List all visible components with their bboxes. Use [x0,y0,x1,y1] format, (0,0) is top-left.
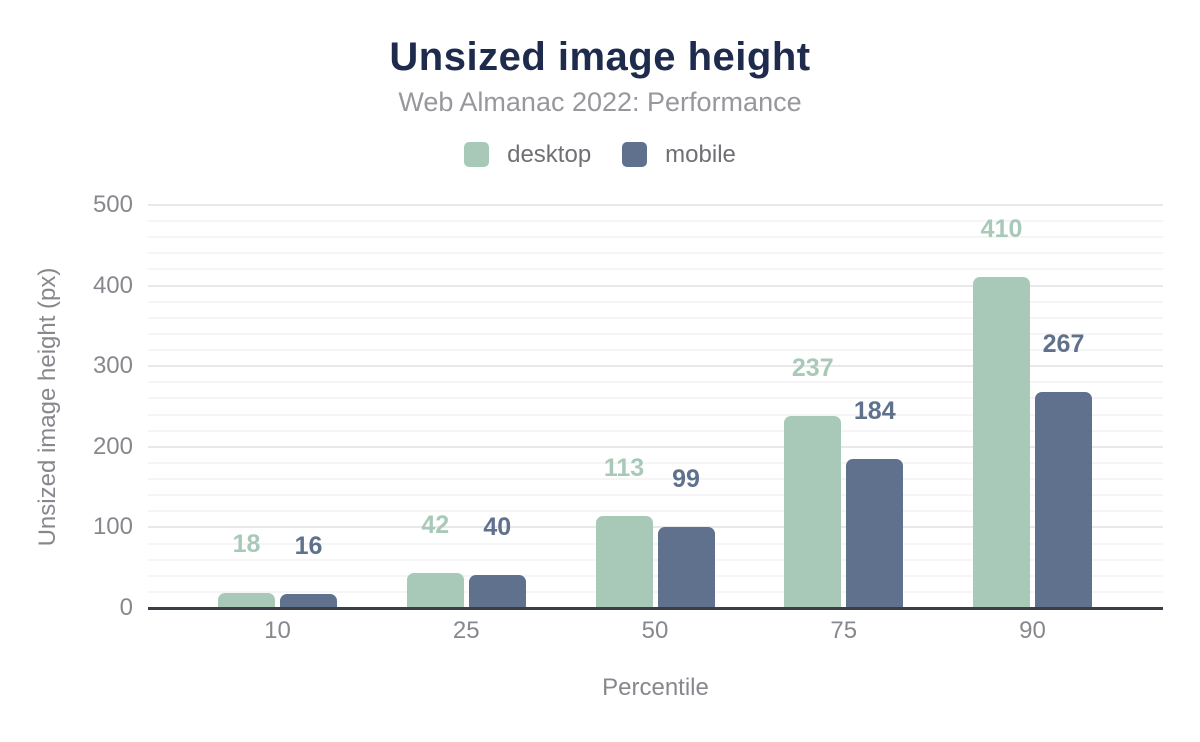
y-tick-0: 0 [119,594,133,621]
value-label-mobile-p50: 99 [672,465,700,494]
gridline-minor-260 [148,397,1163,400]
gridline-major-200 [148,445,1163,448]
legend-item-mobile[interactable]: mobile [622,142,736,167]
desktop-series-swatch [464,142,490,167]
bar-desktop-p25 [406,573,464,607]
x-tick-75: 75 [830,617,858,644]
x-tick-90: 90 [1019,617,1046,644]
bar-mobile-p25 [468,574,526,607]
value-label-mobile-p10: 16 [294,532,323,561]
bar-desktop-p90 [973,276,1030,607]
y-tick-100: 100 [92,513,133,541]
y-axis-title: Unsized image height (px) [34,267,61,547]
value-label-desktop-p25: 42 [421,511,450,540]
legend-item-desktop[interactable]: desktop [464,142,591,167]
x-axis-title: Percentile [602,674,709,701]
y-tick-300: 300 [92,352,133,380]
legend-label-mobile: mobile [665,141,736,168]
gridline-minor-420 [148,268,1163,271]
plot-area: 18 16 42 40 113 99 237 184 410 267 [148,204,1163,610]
bar-desktop-p75 [784,415,842,607]
value-label-desktop-p10: 18 [232,530,261,559]
gridline-major-500 [148,204,1163,206]
gridline-minor-480 [148,220,1163,223]
bar-desktop-p50 [595,515,653,607]
gridline-minor-240 [148,413,1163,416]
gridline-minor-460 [148,236,1163,239]
gridline-minor-320 [148,349,1163,352]
bar-mobile-p10 [280,594,337,607]
y-tick-400: 400 [92,271,133,299]
x-tick-50: 50 [641,617,669,644]
y-tick-500: 500 [92,191,133,218]
gridline-minor-360 [148,316,1163,319]
gridline-minor-140 [148,494,1163,497]
gridline-minor-60 [148,558,1163,561]
bar-mobile-p90 [1035,391,1092,607]
chart-title: Unsized image height [389,35,811,79]
gridline-minor-380 [148,300,1163,303]
legend-label-desktop: desktop [507,141,592,168]
value-label-mobile-p75: 184 [853,396,896,425]
gridline-major-400 [148,284,1163,287]
gridline-minor-40 [148,574,1163,577]
gridline-minor-340 [148,332,1163,335]
legend: desktop mobile [0,142,1200,167]
x-axis-line [148,607,1163,610]
y-tick-200: 200 [92,432,133,460]
value-label-desktop-p75: 237 [791,353,834,382]
gridline-minor-20 [148,590,1163,593]
value-label-mobile-p25: 40 [483,512,512,541]
mobile-series-swatch [622,142,648,167]
bar-mobile-p75 [846,458,904,607]
gridline-minor-440 [148,252,1163,255]
gridline-minor-160 [148,478,1163,481]
x-tick-25: 25 [452,617,480,644]
gridline-minor-280 [148,381,1163,384]
value-label-desktop-p90: 410 [980,214,1023,243]
bar-desktop-p10 [218,592,275,607]
value-label-desktop-p50: 113 [603,453,645,482]
gridline-minor-120 [148,510,1163,513]
gridline-minor-220 [148,429,1163,432]
gridline-minor-180 [148,461,1163,464]
x-tick-10: 10 [264,617,291,644]
chart-subtitle: Web Almanac 2022: Performance [398,87,802,117]
gridline-major-300 [148,365,1163,368]
bar-mobile-p50 [657,527,715,607]
gridline-minor-80 [148,542,1163,545]
gridline-major-100 [148,526,1163,529]
value-label-mobile-p90: 267 [1042,329,1085,358]
